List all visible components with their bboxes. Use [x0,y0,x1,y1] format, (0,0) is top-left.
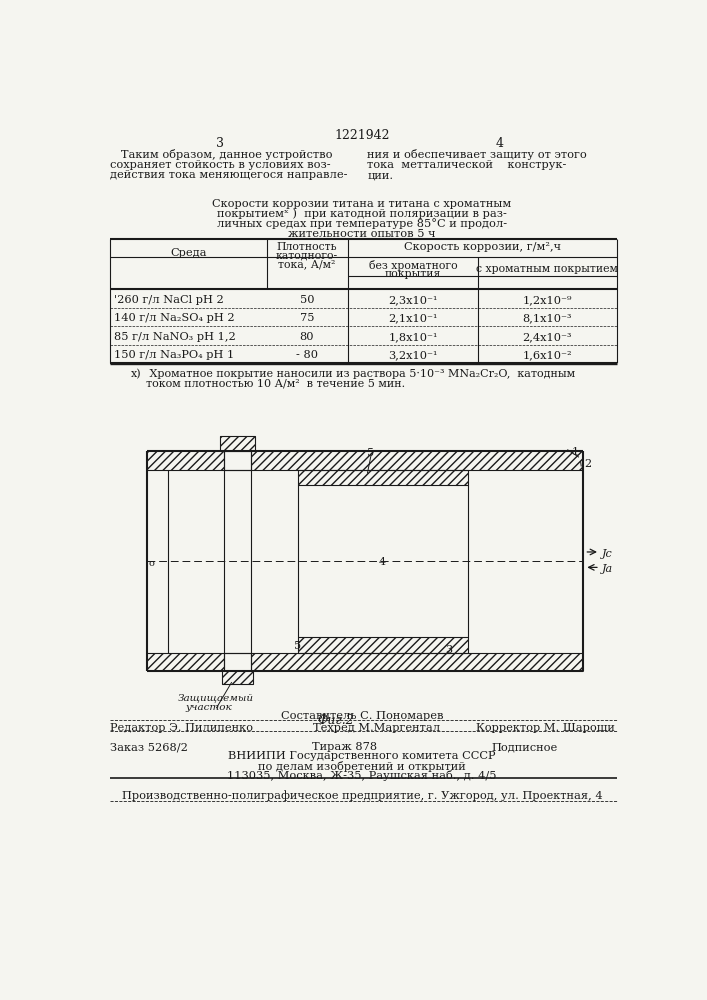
Text: 113035, Москва, Ж-35, Раушская наб., д. 4/5: 113035, Москва, Ж-35, Раушская наб., д. … [227,770,497,781]
Text: 5: 5 [368,448,375,458]
Text: действия тока меняющегося направле-: действия тока меняющегося направле- [110,170,348,180]
Bar [224,653,251,671]
Text: Таким образом, данное устройство: Таким образом, данное устройство [110,149,332,160]
Text: катодного-: катодного- [276,251,338,261]
Text: 50: 50 [300,295,314,305]
Text: 2: 2 [585,459,592,469]
Text: без хроматного: без хроматного [369,260,457,271]
Text: Редактор Э. Пилипенко: Редактор Э. Пилипенко [110,723,253,733]
Text: сохраняет стойкость в условиях воз-: сохраняет стойкость в условиях воз- [110,160,331,170]
Text: покрытиемˣ )  при катодной поляризации в раз-: покрытиемˣ ) при катодной поляризации в … [217,209,507,219]
Text: 140 г/л Na₂SO₄ рН 2: 140 г/л Na₂SO₄ рН 2 [114,313,235,323]
Bar [298,637,468,653]
Text: Корректор М. Шароши: Корректор М. Шароши [476,723,615,733]
Text: ции.: ции. [368,170,394,180]
Text: участок: участок [185,703,232,712]
Text: o: o [149,559,155,568]
Text: ВНИИПИ Государственного комитета СССР: ВНИИПИ Государственного комитета СССР [228,751,496,761]
Text: тока  метталической    конструк-: тока метталической конструк- [368,160,567,170]
Text: 150 г/л Na₃PO₄ рН 1: 150 г/л Na₃PO₄ рН 1 [114,350,234,360]
Text: 8,1x10⁻³: 8,1x10⁻³ [522,313,572,323]
Text: 1: 1 [571,447,578,457]
Text: Скорости коррозии титана и титана с хроматным: Скорости коррозии титана и титана с хром… [212,199,512,209]
Bar [220,436,255,451]
Text: тока, А/м²: тока, А/м² [279,259,336,269]
Text: Среда: Среда [170,248,206,258]
Text: Фиг.2: Фиг.2 [317,714,354,727]
Text: покрытия: покрытия [385,269,441,279]
Text: 1,2x10⁻⁹: 1,2x10⁻⁹ [522,295,572,305]
Text: ния и обеспечивает защиту от этого: ния и обеспечивает защиту от этого [368,149,587,160]
Text: Техред М.Маргентал: Техред М.Маргентал [313,723,440,733]
Text: 3,2x10⁻¹: 3,2x10⁻¹ [388,350,438,360]
Text: Плотность: Плотность [276,242,337,252]
Text: Хроматное покрытие наносили из раствора 5·10⁻³ MNa₂Cr₂O,  катодным: Хроматное покрытие наносили из раствора … [146,369,575,379]
Text: 3: 3 [216,137,224,150]
Text: Производственно-полиграфическое предприятие, г. Ужгород, ул. Проектная, 4: Производственно-полиграфическое предприя… [122,790,602,801]
Text: 1,6x10⁻²: 1,6x10⁻² [522,350,572,360]
Text: 80: 80 [300,332,314,342]
Text: Защищаемый: Защищаемый [177,693,254,702]
Text: - 80: - 80 [296,350,318,360]
Text: 4: 4 [495,137,503,150]
Text: Скорость коррозии, г/м²,ч: Скорость коррозии, г/м²,ч [404,242,561,252]
Bar [146,451,583,470]
Text: Jc: Jc [602,549,612,559]
Text: 2,4x10⁻³: 2,4x10⁻³ [522,332,572,342]
Text: 4: 4 [379,557,386,567]
Text: с хроматным покрытием: с хроматным покрытием [477,264,618,274]
Text: личных средах при температуре 85°C и продол-: личных средах при температуре 85°C и про… [217,219,507,229]
Text: 5: 5 [293,641,301,651]
Text: Тираж 878: Тираж 878 [312,742,377,752]
Text: 1221942: 1221942 [334,129,390,142]
Text: по делам изобретений и открытий: по делам изобретений и открытий [258,761,466,772]
Text: Заказ 5268/2: Заказ 5268/2 [110,742,188,752]
Text: 1,8x10⁻¹: 1,8x10⁻¹ [388,332,438,342]
Text: 75: 75 [300,313,314,323]
Text: Составитель С. Пономарев: Составитель С. Пономарев [281,711,443,721]
Text: током плотностью 10 А/м²  в течение 5 мин.: током плотностью 10 А/м² в течение 5 мин… [146,379,406,389]
Text: Ja: Ja [602,564,612,574]
Bar [298,470,468,485]
Text: жительности опытов 5 ч: жительности опытов 5 ч [288,229,436,239]
Bar [224,451,251,470]
Bar [222,671,253,684]
Text: 85 г/л NaNO₃ рН 1,2: 85 г/л NaNO₃ рН 1,2 [114,332,235,342]
Text: x): x) [131,369,141,379]
Text: 2,1x10⁻¹: 2,1x10⁻¹ [388,313,438,323]
Text: '260 г/л NaCl рН 2: '260 г/л NaCl рН 2 [114,295,223,305]
Text: 3: 3 [445,645,452,655]
Text: 2,3x10⁻¹: 2,3x10⁻¹ [388,295,438,305]
Bar [146,653,583,671]
Text: Подписное: Подписное [491,742,558,752]
